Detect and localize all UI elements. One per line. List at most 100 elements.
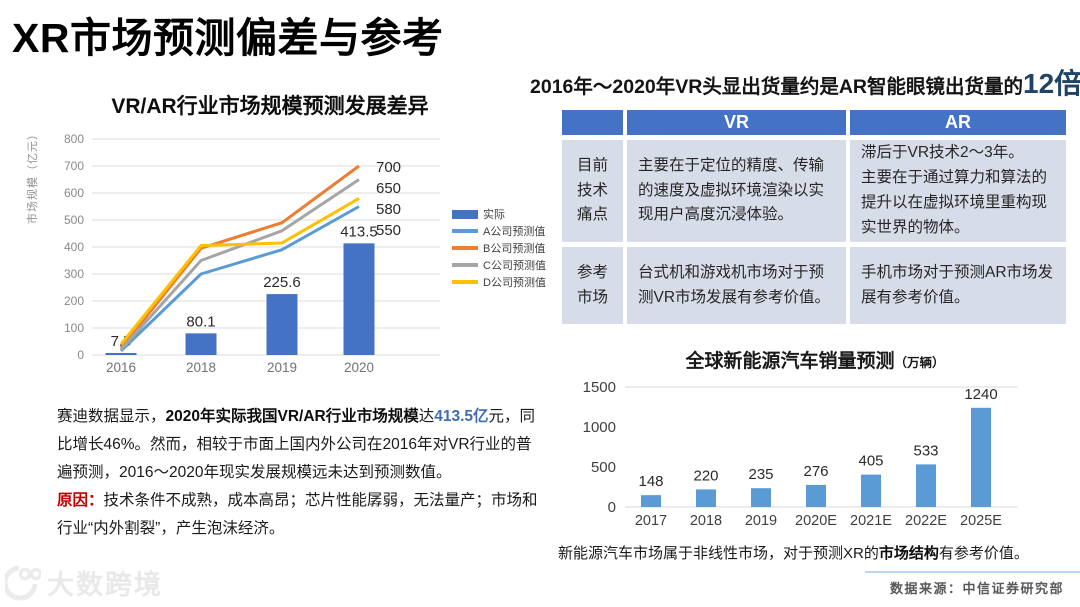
x-tick-label: 2020 (344, 360, 374, 375)
line-end-label: 700 (376, 159, 401, 176)
text-segment: 技术条件不成熟，成本高昂；芯片性能孱弱，无法量产；市场和行业“内外割裂”，产生泡… (57, 492, 538, 537)
bar-nev (806, 484, 826, 507)
bar-data-label: 533 (913, 442, 938, 459)
bar-data-label: 413.5 (340, 223, 378, 240)
x-tick-label: 2019 (745, 513, 777, 529)
x-tick-label: 2021E (850, 513, 892, 529)
y-tick-label: 200 (64, 294, 84, 308)
text-segment: 有参考价值。 (938, 545, 1029, 562)
legend-label: D公司预测值 (483, 277, 546, 289)
table-cell-pain-points-vr: 主要在于定位的精度、传输的速度及虚拟环境渲染以实现用户高度沉浸体验。 (627, 140, 846, 242)
source-divider (865, 571, 1080, 573)
bar-nev (696, 489, 716, 507)
bar-nev (861, 474, 881, 507)
y-tick-label: 700 (64, 159, 84, 173)
headline-highlight: 12倍 (1023, 68, 1080, 99)
table-cell-reference-market-ar: 手机市场对于预测AR市场发展有参考价值。 (850, 247, 1066, 324)
y-tick-label: 600 (64, 186, 84, 200)
line-end-label: 650 (376, 180, 401, 197)
legend-item: D公司预测值 (452, 276, 546, 289)
nev-chart-title-unit: （万辆） (894, 356, 945, 370)
bar-actual (266, 294, 298, 355)
y-tick-label: 0 (77, 348, 84, 362)
x-tick-label: 2016 (106, 360, 136, 375)
legend-label: 实际 (483, 209, 505, 221)
reason-paragraph: 原因：技术条件不成熟，成本高昂；芯片性能孱弱，无法量产；市场和行业“内外割裂”，… (57, 487, 546, 543)
y-tick-label: 300 (64, 267, 84, 281)
headline-text: 2016年～2020年VR头显出货量约是AR智能眼镜出货量的 (530, 76, 1024, 98)
bar-data-label: 148 (638, 473, 663, 490)
watermark-logo: 大数跨境 (5, 563, 163, 602)
bar-nev (641, 495, 661, 507)
vr-ar-chart: 0 100 200 300 400 500 600 700 800 2016 2018 2019 202… (64, 132, 440, 375)
nev-chart: 0 500 1000 1500 148 2017 220 2018 235 2019 276 2020… (583, 379, 1018, 529)
analysis-block: 赛迪数据显示，2020年实际我国VR/AR行业市场规模达413.5亿元，同比增长… (57, 403, 546, 543)
x-tick-label: 2019 (267, 360, 297, 375)
bar-data-label: 405 (858, 453, 883, 470)
y-tick-label: 400 (64, 240, 84, 254)
legend-item: B公司预测值 (452, 242, 546, 255)
table-header-ar: AR (850, 110, 1066, 135)
watermark-icon (5, 565, 41, 600)
text-segment: 原因： (57, 492, 104, 509)
text-segment: 新能源汽车市场属于非线性市场，对于预测XR的 (558, 545, 879, 562)
bar-nev (916, 464, 936, 507)
legend-swatch (452, 209, 478, 219)
legend-swatch (452, 246, 478, 250)
analysis-paragraph: 赛迪数据显示，2020年实际我国VR/AR行业市场规模达413.5亿元，同比增长… (57, 403, 546, 487)
forecast-line (119, 197, 360, 346)
bar-data-label: 80.1 (186, 313, 215, 330)
text-segment: 达 (418, 408, 435, 425)
legend-label: A公司预测值 (483, 226, 546, 238)
table-cell-pain-points-ar: 滞后于VR技术2～3年。 主要在于通过算力和算法的提升以在虚拟环境里重构现实世界… (850, 140, 1066, 242)
y-tick-label: 500 (64, 213, 84, 227)
text-segment: 市场结构 (878, 545, 939, 562)
text-segment: 元，同比增长46%。然而，相较于市面上国内外公司在2016年对VR行业的普遍预测… (57, 408, 536, 481)
legend-swatch (452, 229, 478, 233)
watermark-text: 大数跨境 (47, 570, 163, 600)
x-tick-label: 2018 (690, 513, 722, 529)
bar-data-label: 225.6 (263, 274, 301, 291)
bar-nev (971, 407, 991, 507)
bar-nev (751, 488, 771, 507)
forecast-line (119, 178, 360, 351)
legend-label: B公司预测值 (483, 243, 546, 255)
y-tick-label: 0 (608, 499, 616, 516)
bar-data-label: 276 (803, 463, 828, 480)
bar-data-label: 220 (693, 467, 718, 484)
line-end-label: 580 (376, 201, 401, 218)
legend-item: 实际 (452, 208, 546, 221)
nev-chart-title-main: 全球新能源汽车销量预测 (685, 351, 895, 372)
table-header-empty (562, 110, 623, 135)
data-source-note: 数据来源：中信证券研究部 (889, 581, 1064, 596)
y-tick-label: 100 (64, 321, 84, 335)
text-segment: 413.5亿 (434, 408, 489, 425)
legend-item: C公司预测值 (452, 259, 546, 272)
nev-chart-title: 全球新能源汽车销量预测（万辆） (575, 346, 1055, 373)
vr-ar-comparison-table: VR AR 目前 技术 痛点 主要在于定位的精度、传输的速度及虚拟环境渲染以实现… (562, 110, 1066, 324)
bar-data-label: 1240 (964, 386, 997, 403)
text-segment: 2020年实际我国VR/AR行业市场规模 (165, 408, 419, 425)
y-tick-label: 500 (591, 459, 616, 476)
x-tick-label: 2018 (186, 360, 216, 375)
headline: 2016年～2020年VR头显出货量约是AR智能眼镜出货量的 12倍 (530, 62, 1080, 102)
forecast-line (119, 164, 360, 350)
y-tick-label: 1500 (583, 379, 616, 396)
bar-data-label: 235 (748, 466, 773, 483)
forecast-line (119, 205, 360, 353)
y-tick-label: 1000 (583, 419, 616, 436)
table-cell-reference-market-vr: 台式机和游戏机市场对于预测VR市场发展有参考价值。 (627, 247, 846, 324)
page-title: XR市场预测偏差与参考 (12, 15, 444, 61)
table-header-vr: VR (627, 110, 846, 135)
x-tick-label: 2022E (905, 513, 947, 529)
table-row-label-reference-market: 参考 市场 (562, 247, 623, 324)
vr-ar-chart-title: VR/AR行业市场规模预测发展差异 (111, 95, 429, 118)
legend-label: C公司预测值 (483, 260, 546, 272)
bar-actual (343, 243, 375, 355)
y-tick-label: 800 (64, 132, 84, 146)
line-end-label: 550 (376, 222, 401, 239)
legend-swatch (452, 280, 478, 284)
bar-actual (185, 333, 217, 355)
legend-swatch (452, 263, 478, 267)
